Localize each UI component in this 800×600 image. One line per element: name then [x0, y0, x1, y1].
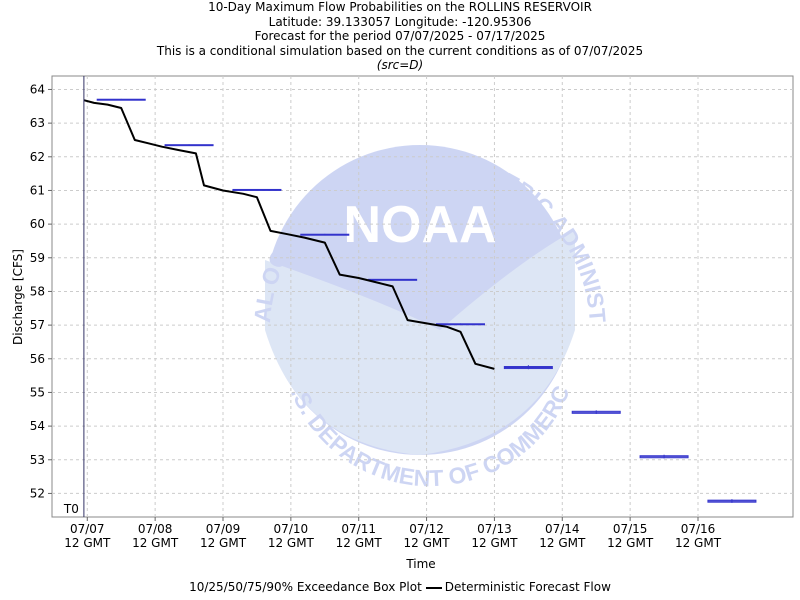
x-axis-title: Time: [405, 557, 435, 571]
x-tick-label-date: 07/13: [477, 522, 512, 536]
x-tick-label-time: 12 GMT: [336, 536, 383, 550]
x-tick-label-time: 12 GMT: [471, 536, 518, 550]
x-tick-label-time: 12 GMT: [404, 536, 451, 550]
t0-label: T0: [63, 502, 79, 516]
y-tick-label: 57: [30, 318, 45, 332]
y-tick-label: 53: [30, 453, 45, 467]
legend-line-swatch: [425, 586, 442, 589]
x-tick-label-date: 07/15: [613, 522, 648, 536]
boxplot: [164, 144, 214, 147]
boxplot: [436, 323, 485, 326]
x-tick-label-time: 12 GMT: [607, 536, 654, 550]
chart-subtitle-conditions: This is a conditional simulation based o…: [156, 43, 644, 58]
x-tick-label-date: 07/09: [206, 522, 241, 536]
x-tick-label-date: 07/07: [70, 522, 105, 536]
boxplot: [571, 410, 621, 414]
grid: [52, 76, 793, 517]
boxplot: [639, 454, 689, 459]
x-tick-label-time: 12 GMT: [675, 536, 722, 550]
x-tick-label-time: 12 GMT: [539, 536, 586, 550]
boxplot: [300, 233, 350, 236]
legend-boxplot-label: 10/25/50/75/90% Exceedance Box Plot: [189, 580, 422, 594]
y-tick-label: 64: [30, 82, 45, 96]
x-tick-label-time: 12 GMT: [64, 536, 111, 550]
x-tick-label-time: 12 GMT: [268, 536, 315, 550]
boxplot: [503, 365, 553, 370]
x-tick-label-time: 12 GMT: [200, 536, 247, 550]
x-tick-label-date: 07/10: [274, 522, 309, 536]
boxplot: [707, 499, 757, 503]
x-tick-label-date: 07/14: [545, 522, 580, 536]
boxplot: [368, 278, 418, 281]
y-axis-title: Discharge [CFS]: [11, 249, 25, 345]
y-tick-label: 63: [30, 116, 45, 130]
x-tick-label-time: 12 GMT: [132, 536, 179, 550]
chart-subtitle-location: Latitude: 39.133057 Longitude: -120.9530…: [268, 14, 532, 29]
chart-legend: 10/25/50/75/90% Exceedance Box Plot Deter…: [0, 580, 800, 594]
chart-source-note: (src=D): [376, 58, 424, 72]
boxplot: [232, 188, 282, 191]
y-tick-label: 55: [30, 385, 45, 399]
forecast-line: [83, 99, 495, 370]
y-tick-label: 61: [30, 183, 45, 197]
y-tick-label: 60: [30, 217, 45, 231]
chart-title: 10-Day Maximum Flow Probabilities on the…: [208, 0, 592, 14]
x-tick-label-date: 07/08: [138, 522, 173, 536]
forecast-series: [83, 99, 495, 370]
x-tick-label-date: 07/16: [681, 522, 716, 536]
y-tick-label: 62: [30, 150, 45, 164]
noaa-logo-text: NOAA: [343, 196, 496, 254]
y-tick-label: 59: [30, 251, 45, 265]
noaa-logo-wave: [265, 230, 575, 455]
y-tick-label: 56: [30, 352, 45, 366]
noaa-logo-disc: [265, 145, 575, 455]
chart-subtitle-period: Forecast for the period 07/07/2025 - 07/…: [254, 29, 546, 43]
chart-titles: 10-Day Maximum Flow Probabilities on the…: [0, 0, 800, 73]
y-tick-label: 52: [30, 486, 45, 500]
x-tick-label-date: 07/11: [341, 522, 376, 536]
y-tick-label: 58: [30, 284, 45, 298]
legend-line-label: Deterministic Forecast Flow: [444, 580, 611, 594]
y-tick-label: 54: [30, 419, 45, 433]
x-tick-label-date: 07/12: [409, 522, 444, 536]
boxplot: [96, 98, 146, 101]
